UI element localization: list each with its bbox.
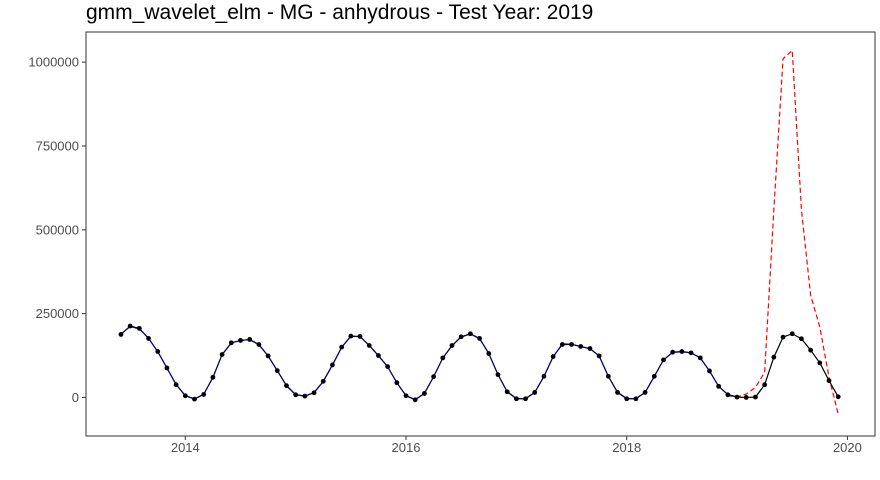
actual-data-point <box>118 332 124 337</box>
x-tick-label: 2018 <box>612 440 641 455</box>
actual-data-point <box>320 378 326 384</box>
actual-data-point <box>440 355 446 361</box>
actual-data-point <box>127 323 133 329</box>
actual-data-point <box>817 360 823 366</box>
actual-data-point <box>293 392 299 398</box>
actual-data-point <box>256 342 262 347</box>
actual-data-point <box>826 378 832 384</box>
actual-data-point <box>238 338 243 343</box>
actual-data-point <box>633 396 639 402</box>
actual-data-point <box>458 334 464 340</box>
actual-data-point <box>725 392 731 398</box>
actual-data-point <box>587 346 593 351</box>
actual-data-point <box>523 396 528 402</box>
actual-data-point <box>762 382 768 388</box>
actual-data-point <box>330 362 335 368</box>
actual-data-point <box>477 336 482 341</box>
actual-data-point <box>771 354 777 360</box>
actual-data-point <box>394 380 400 386</box>
actual-data-point <box>201 392 207 397</box>
y-axis: 0 250000 500000 750000 1000000 <box>28 55 86 405</box>
actual-data-point <box>569 342 574 347</box>
actual-data-point <box>679 349 685 354</box>
actual-data-point <box>311 390 317 396</box>
actual-data-point <box>743 395 749 400</box>
actual-data-point <box>348 333 354 339</box>
x-axis: 2014 2016 2018 2020 <box>171 436 862 455</box>
actual-data-point <box>228 340 234 346</box>
actual-data-point <box>486 351 492 356</box>
plot-panel <box>85 31 876 437</box>
x-tick-label: 2020 <box>833 440 862 455</box>
actual-data-point <box>550 354 556 359</box>
actual-data-point <box>467 331 473 337</box>
actual-data-point <box>780 334 786 340</box>
actual-data-point <box>707 368 712 374</box>
series-layer <box>118 49 841 415</box>
actual-data-point <box>688 350 694 356</box>
actual-data-point <box>578 344 584 349</box>
actual-data-point <box>596 353 602 359</box>
forecast-series-line <box>727 49 839 415</box>
actual-data-point <box>449 343 455 348</box>
actual-data-point <box>265 353 271 359</box>
actual-data-point <box>799 336 804 342</box>
actual-data-point <box>670 349 676 355</box>
x-tick-label: 2014 <box>171 440 200 455</box>
actual-data-point <box>339 344 345 350</box>
actual-data-point <box>302 393 308 399</box>
actual-data-point <box>615 390 620 395</box>
actual-data-point <box>513 396 519 402</box>
actual-data-point <box>734 394 740 400</box>
actual-data-point <box>247 337 253 342</box>
y-tick-label: 250000 <box>36 306 79 321</box>
actual-data-point <box>504 389 510 395</box>
actual-data-point <box>376 353 381 358</box>
actual-data-point <box>716 383 722 389</box>
actual-data-point <box>284 383 289 389</box>
actual-data-point <box>274 368 280 374</box>
actual-data-point <box>164 365 170 371</box>
actual-data-point <box>835 394 841 400</box>
actual-data-point <box>210 374 216 380</box>
actual-data-point <box>385 364 391 369</box>
y-tick-label: 500000 <box>36 222 79 237</box>
chart-title: gmm_wavelet_elm - MG - anhydrous - Test … <box>86 1 594 24</box>
actual-data-point <box>173 382 179 388</box>
actual-data-point <box>431 374 437 380</box>
actual-data-point <box>219 352 225 357</box>
actual-data-point <box>624 396 630 402</box>
y-tick-label: 1000000 <box>28 55 79 70</box>
actual-data-point <box>182 393 188 399</box>
actual-data-point <box>146 336 151 341</box>
actual-data-point <box>155 349 161 354</box>
x-tick-label: 2016 <box>392 440 421 455</box>
actual-data-point <box>532 390 538 395</box>
actual-data-point <box>357 334 363 339</box>
actual-data-point <box>136 325 142 331</box>
actual-data-point <box>642 390 648 395</box>
actual-data-point <box>403 393 409 399</box>
actual-data-point <box>651 373 657 379</box>
actual-data-point <box>192 396 197 402</box>
actual-data-point <box>422 391 427 396</box>
actual-data-point <box>605 373 611 379</box>
actual-data-point <box>412 397 418 403</box>
actual-data-point <box>541 373 547 379</box>
y-tick-label: 0 <box>72 390 79 405</box>
actual-data-point <box>808 347 814 353</box>
actual-data-point <box>789 331 795 337</box>
actual-data-point <box>559 342 565 347</box>
actual-data-point <box>697 355 703 361</box>
actual-data-point <box>366 343 372 348</box>
actual-data-point <box>495 372 501 378</box>
y-tick-label: 750000 <box>36 138 79 153</box>
actual-data-point <box>661 357 666 363</box>
actual-data-point <box>753 394 758 400</box>
